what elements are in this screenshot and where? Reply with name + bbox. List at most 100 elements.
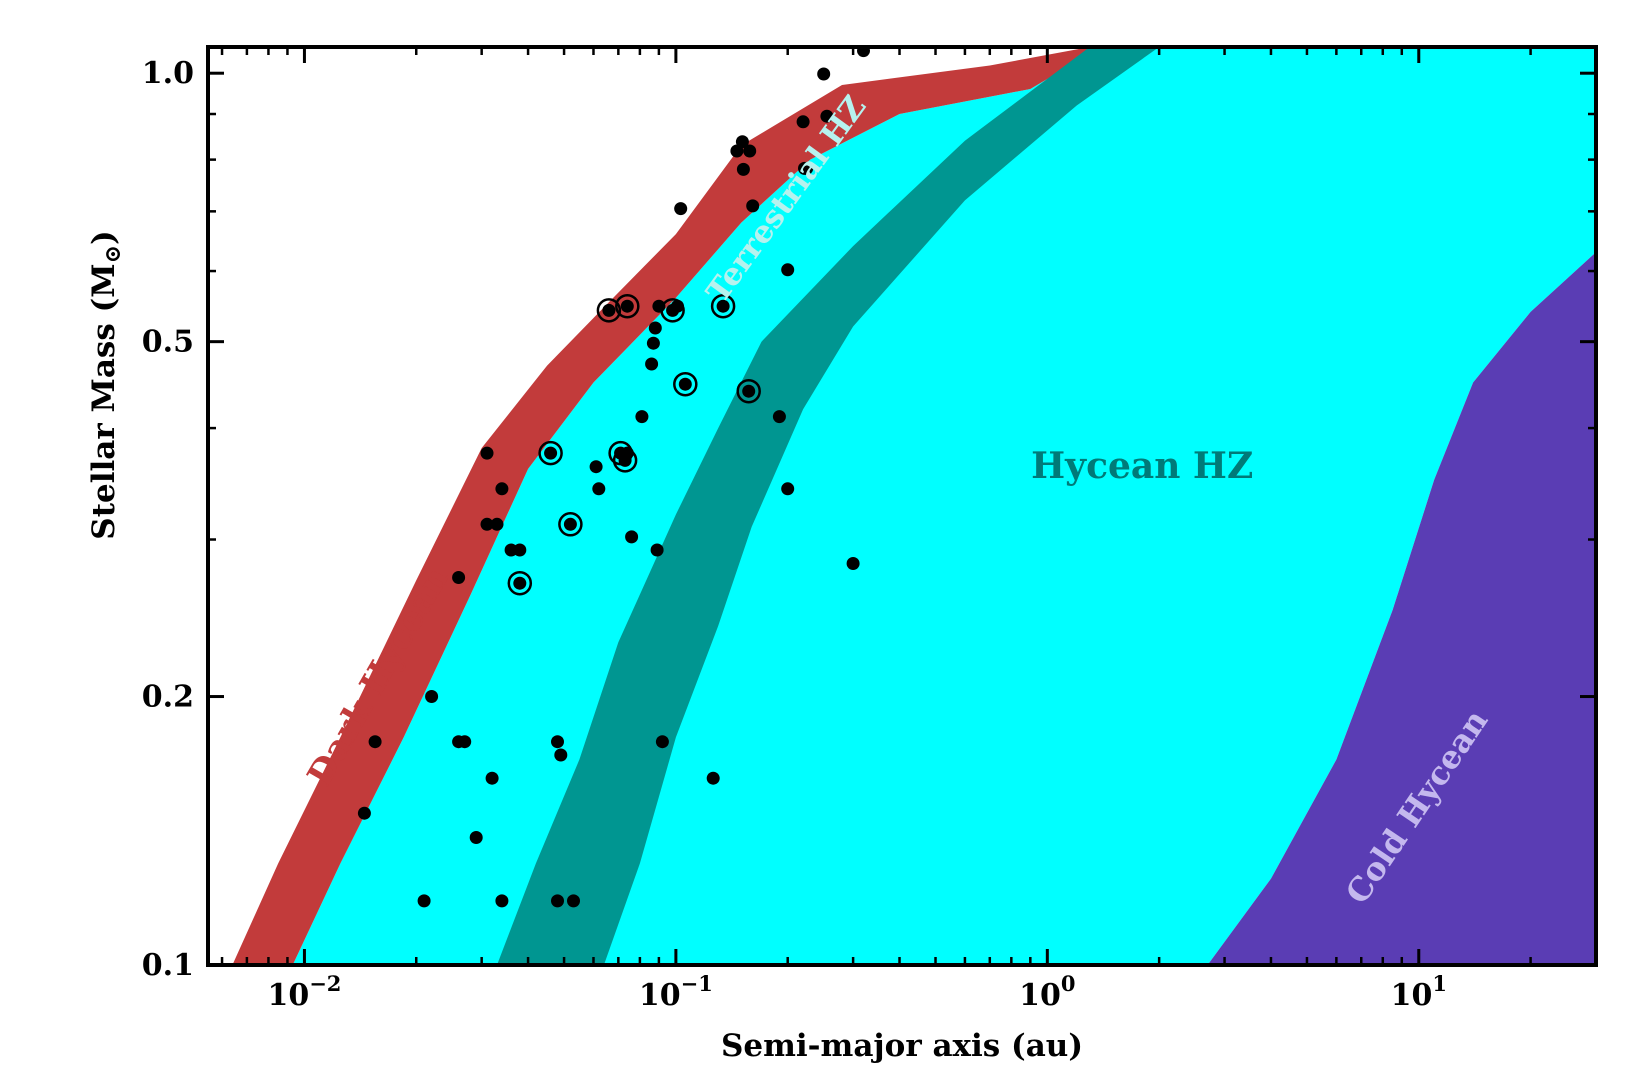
planet-point [781, 263, 795, 277]
planet-point [490, 517, 504, 531]
planet-point-ring [612, 448, 638, 473]
planet-point [820, 109, 834, 123]
planet-point-ringed [507, 570, 533, 596]
planet-point-ring [710, 293, 736, 319]
planet-point-ring [538, 440, 563, 466]
planet-point [674, 202, 688, 216]
planet-point [452, 571, 466, 584]
planet-point [650, 543, 664, 557]
x-tick-label: 10−1 [639, 971, 713, 1013]
planet-point-core [666, 303, 680, 317]
planet-point-ringed [612, 448, 638, 473]
planet-point [551, 894, 564, 908]
planet-point [495, 894, 509, 908]
planet-point-ring [596, 298, 622, 323]
planet-point [655, 735, 669, 749]
region-label-hycean: Hycean HZ [1031, 445, 1253, 487]
planet-point [743, 144, 757, 158]
planet-point [706, 771, 720, 785]
y-tick-label: 0.5 [142, 325, 194, 360]
planet-point [469, 831, 483, 844]
planet-point [458, 735, 472, 749]
planet-point [554, 748, 568, 762]
x-tick-label-exponent: −2 [309, 971, 341, 996]
x-tick-label: 10−2 [267, 971, 341, 1013]
planet-point-ring [615, 293, 640, 319]
planet-point [857, 47, 870, 58]
planet-point-ringed [558, 512, 583, 537]
y-axis-label-close: ) [86, 230, 122, 245]
planet-point-ringed [538, 440, 563, 466]
planet-point-core [716, 299, 730, 313]
planet-point [425, 690, 439, 703]
planet-point [625, 530, 639, 544]
x-tick-label-exponent: 0 [1061, 971, 1076, 996]
planet-point [567, 894, 580, 908]
planet-point [735, 135, 749, 149]
planet-point-core [678, 377, 692, 391]
planet-point-ringed [660, 298, 685, 323]
planet-point [592, 482, 606, 496]
x-tick-label-base: 10 [1391, 978, 1433, 1013]
planet-point-core [602, 303, 616, 317]
planet-point-core [544, 446, 558, 460]
planet-point-ring [673, 371, 698, 397]
y-axis-label-main: Stellar Mass (M [86, 263, 122, 539]
planet-point-core [563, 517, 577, 531]
region-cold-hycean [1207, 252, 1596, 965]
planet-point [781, 482, 795, 496]
y-axis-label-sun-symbol: ⊙ [100, 245, 126, 263]
region-dark-hycean [232, 47, 1102, 965]
planet-point [495, 482, 509, 496]
planet-point [800, 161, 814, 175]
x-tick-label-exponent: −1 [681, 971, 713, 996]
y-tick-label: 1.0 [142, 56, 194, 91]
planet-point [746, 199, 760, 213]
planet-point [485, 771, 499, 785]
planet-point [551, 735, 564, 749]
x-tick-label-exponent: 1 [1432, 971, 1447, 996]
planet-point [646, 336, 660, 350]
y-tick-label: 0.1 [142, 948, 194, 983]
x-tick-label-base: 10 [1019, 978, 1061, 1013]
planet-point [772, 410, 786, 424]
planet-point-ring [660, 298, 685, 323]
planet-point [635, 410, 649, 424]
planet-point [846, 557, 860, 570]
planet-point-ring [507, 570, 533, 596]
planet-point [648, 321, 662, 335]
planet-point-ringed [736, 378, 761, 404]
y-tick-label: 0.2 [142, 680, 194, 715]
planet-point-ringed [596, 298, 622, 323]
planet-point [513, 543, 527, 557]
x-tick-label-base: 10 [267, 978, 309, 1013]
plot-frame [206, 45, 1598, 967]
planet-point [480, 517, 494, 531]
planet-point [589, 460, 603, 474]
x-tick-label: 101 [1391, 971, 1447, 1013]
planet-point [368, 735, 382, 749]
planet-point [645, 357, 659, 371]
planet-point-ring [558, 512, 583, 537]
planet-point-core [742, 384, 756, 398]
planet-point-core [618, 453, 632, 467]
planet-point [357, 806, 371, 820]
x-tick-label: 100 [1019, 971, 1075, 1013]
planet-point [480, 446, 494, 460]
planet-point-ringed [710, 293, 736, 319]
planet-point-ring [736, 378, 761, 404]
planet-point-ringed [673, 371, 698, 397]
y-axis-label: Stellar Mass (M⊙) [86, 230, 126, 539]
planet-point-core [513, 576, 527, 590]
planet-point [736, 162, 750, 176]
planet-point [817, 67, 831, 81]
planet-point [417, 894, 431, 908]
points-layer [357, 47, 870, 908]
planet-point [796, 115, 810, 129]
x-tick-label-base: 10 [639, 978, 681, 1013]
x-axis-label: Semi-major axis (au) [721, 1028, 1083, 1064]
planet-point-core [620, 299, 634, 313]
planet-point-ringed [615, 293, 640, 319]
